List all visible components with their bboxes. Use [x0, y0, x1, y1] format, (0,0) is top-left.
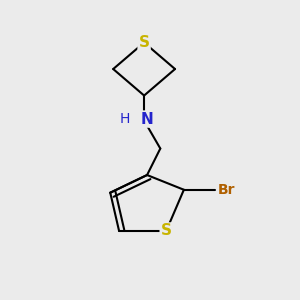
- Text: H: H: [120, 112, 130, 126]
- Text: S: S: [161, 224, 172, 238]
- Text: Br: Br: [218, 183, 235, 197]
- Text: S: S: [139, 35, 150, 50]
- Text: N: N: [141, 112, 153, 127]
